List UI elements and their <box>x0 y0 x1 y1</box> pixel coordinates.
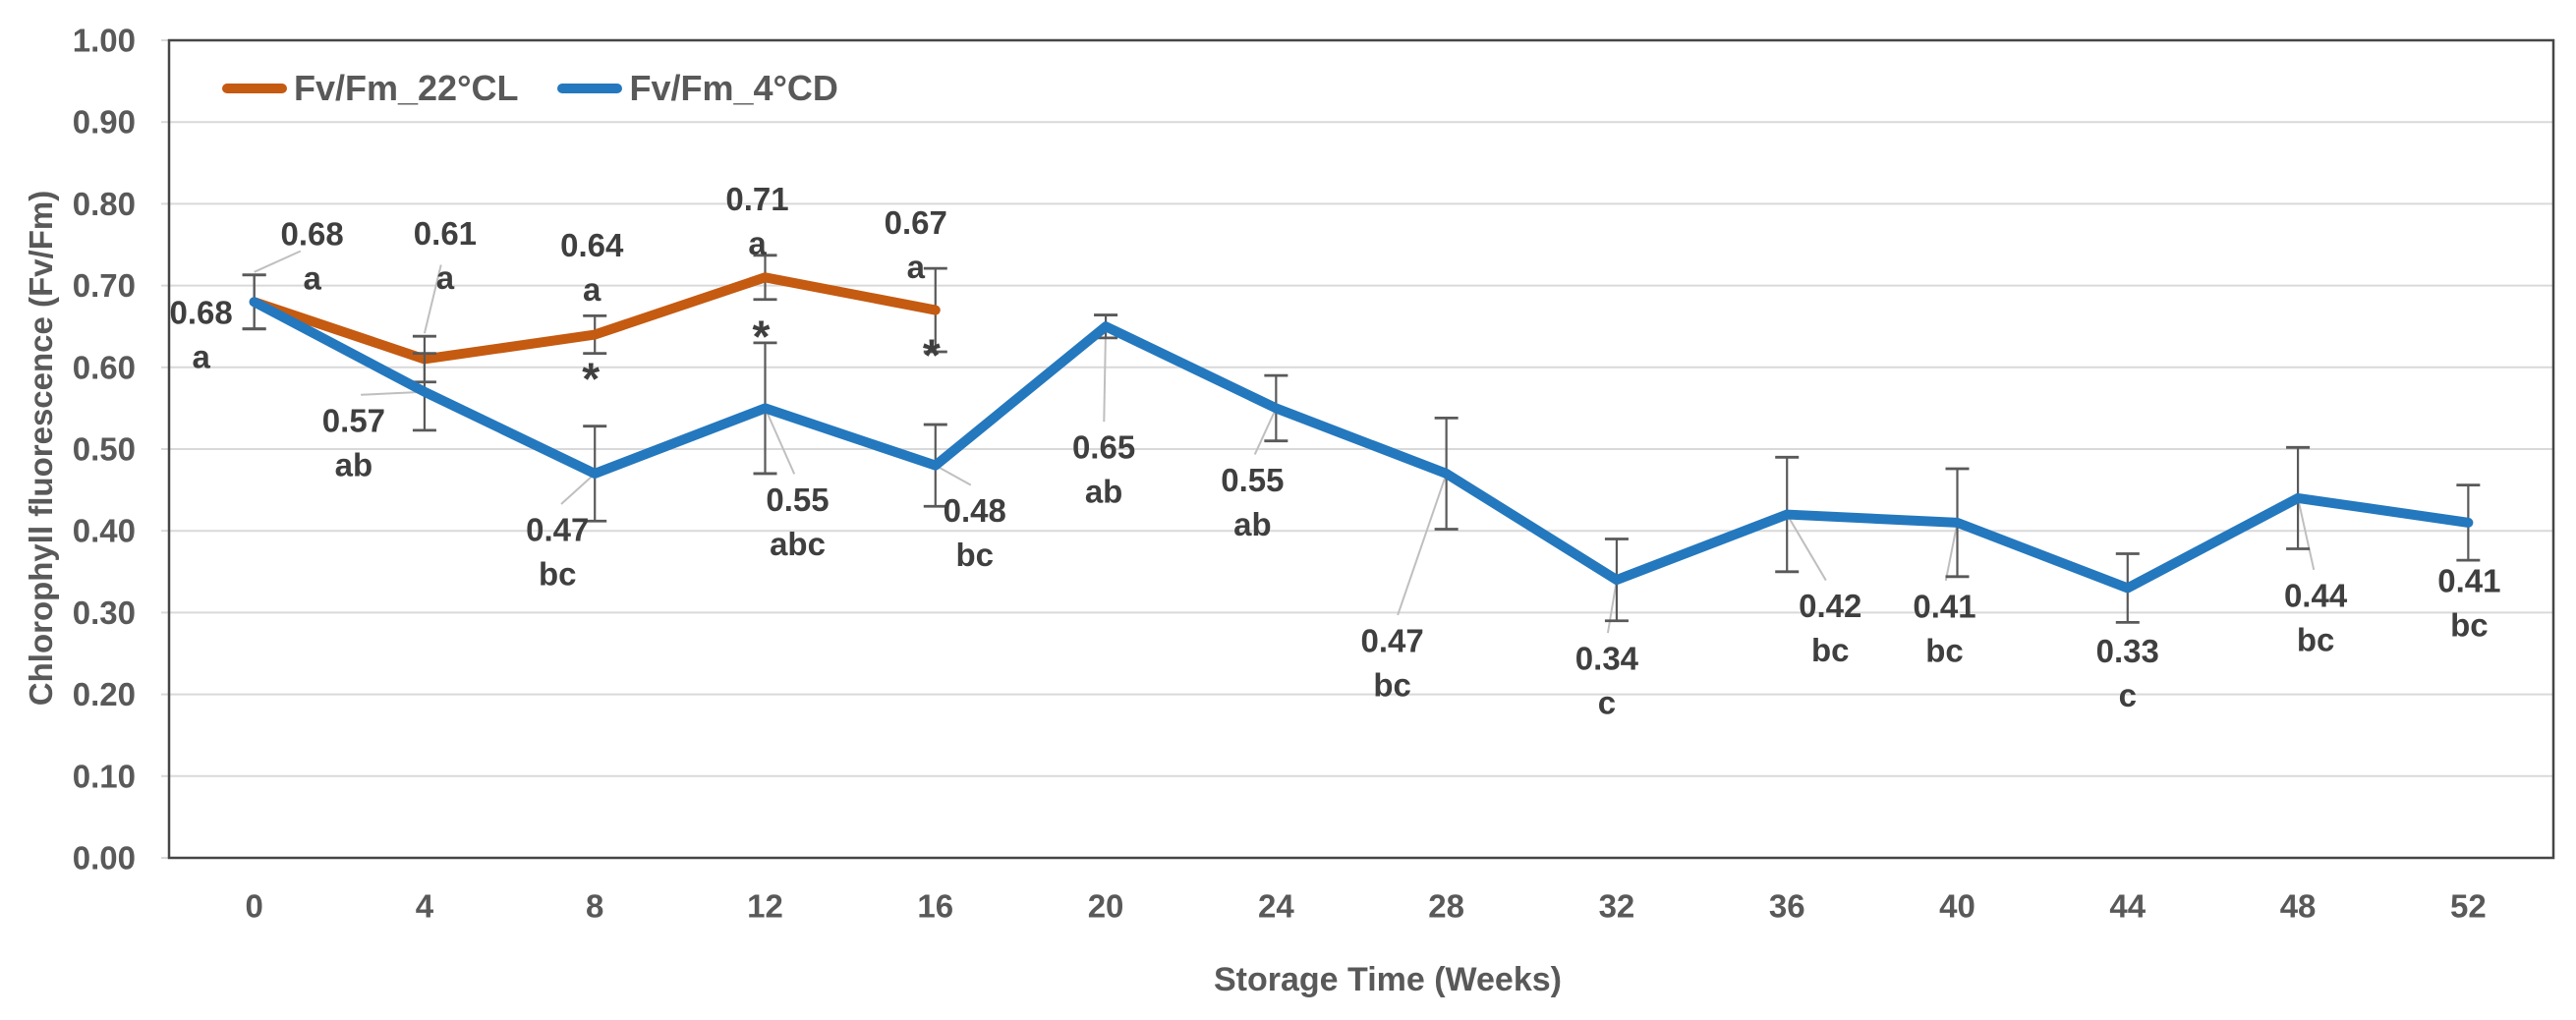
data-label-letter: a <box>583 271 601 308</box>
x-tick-label: 4 <box>416 888 434 925</box>
data-label-value: 0.42 <box>1799 588 1861 624</box>
x-tick-label: 28 <box>1428 888 1464 925</box>
data-label-value: 0.61 <box>414 215 477 252</box>
y-axis-title: Chlorophyll fluorescence (Fv/Fm) <box>23 190 59 707</box>
data-label-value: 0.55 <box>766 482 829 518</box>
label-leader-line <box>1944 522 1959 582</box>
y-tick-label: 0.70 <box>73 267 136 304</box>
x-tick-label: 24 <box>1258 888 1294 925</box>
label-leader-line <box>423 264 442 334</box>
data-label-value: 0.55 <box>1221 462 1284 498</box>
data-label-letter: a <box>436 259 455 296</box>
y-tick-label: 0.00 <box>73 840 136 877</box>
data-label-value: 0.34 <box>1575 641 1639 677</box>
data-label-value: 0.41 <box>1913 588 1975 624</box>
significance-asterisk: * <box>582 354 600 405</box>
x-tick-label: 8 <box>586 888 603 925</box>
legend-line-swatch-4cd-icon <box>557 84 623 93</box>
label-leader-line <box>1786 514 1827 582</box>
label-leader-line <box>254 250 302 273</box>
legend-item-fvfm-4cd: Fv/Fm_4°CD <box>557 67 838 110</box>
y-tick-label: 0.60 <box>73 349 136 385</box>
data-label-letter: bc <box>539 555 577 592</box>
data-label-letter: bc <box>956 537 995 573</box>
data-label-letter: bc <box>1373 666 1411 703</box>
data-label-letter: bc <box>1925 632 1964 668</box>
legend-label-fvfm-4cd: Fv/Fm_4°CD <box>629 68 838 108</box>
significance-asterisk: * <box>753 311 771 362</box>
data-label-letter: bc <box>2450 606 2489 643</box>
label-leader-line <box>560 473 596 505</box>
y-tick-label: 0.90 <box>73 104 136 141</box>
data-label-letter: a <box>748 225 767 261</box>
legend-line-swatch-22cl-icon <box>222 84 287 93</box>
data-label-letter: abc <box>770 526 826 562</box>
x-tick-label: 52 <box>2450 888 2487 925</box>
x-tick-label: 40 <box>1939 888 1975 925</box>
data-label-letter: bc <box>1811 632 1850 668</box>
plot-border <box>167 38 2555 860</box>
data-label-value: 0.44 <box>2284 577 2348 613</box>
x-tick-label: 16 <box>917 888 953 925</box>
data-label-value: 0.64 <box>560 227 624 263</box>
data-label-value: 0.33 <box>2096 633 2159 669</box>
label-leader-line <box>1103 326 1108 423</box>
series-line-fvfm-4cd <box>249 297 2474 594</box>
data-label-letter: c <box>2119 677 2137 713</box>
legend-item-fvfm-22cl: Fv/Fm_22°CL <box>222 67 518 110</box>
data-label-value: 0.68 <box>170 295 233 331</box>
label-leader-line <box>361 390 425 396</box>
label-leader-line <box>1606 579 1618 634</box>
y-tick-label: 0.50 <box>73 431 136 468</box>
data-label-letter: bc <box>2297 621 2335 657</box>
data-label-letter: a <box>303 260 321 297</box>
data-label-value: 0.71 <box>725 181 788 217</box>
label-leader-line <box>764 407 796 475</box>
x-tick-label: 32 <box>1599 888 1635 925</box>
label-leader-line <box>935 464 972 486</box>
label-leader-line <box>1397 473 1448 616</box>
data-label-value: 0.47 <box>1361 622 1424 658</box>
data-label-letter: ab <box>1085 474 1123 510</box>
x-tick-label: 0 <box>245 888 262 925</box>
data-label-letter: a <box>192 339 210 375</box>
x-tick-label: 20 <box>1088 888 1124 925</box>
x-tick-label: 36 <box>1769 888 1805 925</box>
y-tick-label: 1.00 <box>73 23 136 59</box>
data-label-value: 0.47 <box>526 511 589 547</box>
series-line-fvfm-22cl <box>249 272 941 365</box>
data-label-letter: c <box>1598 685 1616 721</box>
data-label-letter: ab <box>335 446 373 482</box>
y-tick-label: 0.80 <box>73 186 136 222</box>
data-label-letter: ab <box>1233 506 1272 542</box>
label-leader-line <box>2297 497 2316 571</box>
y-tick-label: 0.40 <box>73 513 136 549</box>
data-label-value: 0.48 <box>944 492 1006 529</box>
data-label-value: 0.41 <box>2437 562 2500 598</box>
y-tick-label: 0.20 <box>73 676 136 712</box>
legend: Fv/Fm_22°CL Fv/Fm_4°CD <box>222 67 838 110</box>
data-label-letter: a <box>907 249 926 285</box>
significance-asterisk: * <box>923 329 941 380</box>
x-tick-label: 48 <box>2280 888 2317 925</box>
label-leader-line <box>1253 407 1278 455</box>
data-label-value: 0.57 <box>322 402 385 438</box>
y-tick-label: 0.30 <box>73 595 136 631</box>
x-tick-label: 12 <box>747 888 783 925</box>
data-label-value: 0.67 <box>885 204 947 241</box>
x-tick-label: 44 <box>2109 888 2146 925</box>
data-label-value: 0.68 <box>281 216 344 253</box>
x-axis-title: Storage Time (Weeks) <box>1214 961 1562 998</box>
y-tick-label: 0.10 <box>73 758 136 794</box>
legend-label-fvfm-22cl: Fv/Fm_22°CL <box>294 68 519 108</box>
data-label-value: 0.65 <box>1072 429 1135 466</box>
